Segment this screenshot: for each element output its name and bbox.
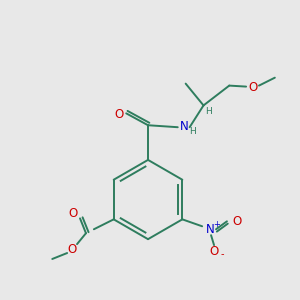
Text: N: N [206, 223, 214, 236]
Text: O: O [209, 244, 219, 258]
Text: +: + [214, 220, 220, 229]
Text: O: O [232, 215, 242, 228]
Text: H: H [189, 127, 196, 136]
Text: O: O [248, 81, 258, 94]
Text: O: O [68, 207, 78, 220]
Text: N: N [180, 120, 189, 133]
Text: O: O [115, 108, 124, 121]
Text: O: O [68, 243, 77, 256]
Text: -: - [220, 249, 224, 259]
Text: H: H [205, 107, 212, 116]
